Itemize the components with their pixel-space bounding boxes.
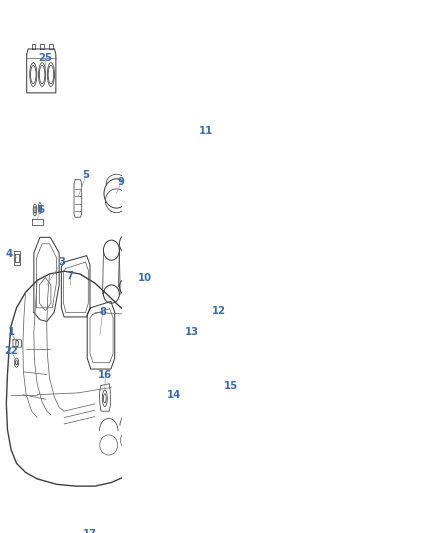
Text: 7: 7: [66, 271, 73, 281]
Text: 12: 12: [212, 305, 226, 316]
Text: 4: 4: [6, 249, 13, 259]
Text: 9: 9: [118, 177, 125, 188]
Text: 8: 8: [99, 308, 106, 317]
Text: 10: 10: [138, 272, 152, 282]
Text: 22: 22: [4, 346, 18, 356]
Text: 15: 15: [224, 381, 238, 391]
Text: 14: 14: [167, 390, 181, 400]
Text: 6: 6: [37, 205, 44, 215]
Text: 17: 17: [82, 529, 96, 533]
Text: 1: 1: [7, 327, 14, 337]
Text: 3: 3: [58, 257, 65, 267]
Text: 5: 5: [83, 170, 90, 180]
Text: 13: 13: [185, 327, 199, 337]
Text: 16: 16: [98, 369, 113, 379]
Text: 11: 11: [199, 126, 213, 136]
Text: 25: 25: [38, 53, 52, 63]
